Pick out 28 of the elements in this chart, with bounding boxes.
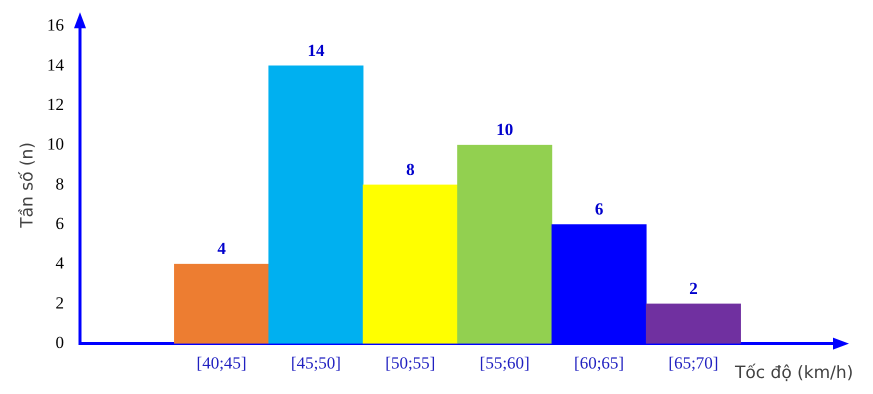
bar <box>646 304 741 344</box>
y-tick-label: 12 <box>47 95 64 114</box>
y-tick-label: 8 <box>56 174 64 194</box>
data-label: 4 <box>217 239 226 258</box>
x-tick-label: [50;55] <box>385 353 436 372</box>
x-tick-label: [65;70] <box>668 353 718 372</box>
x-tick-label: [60;65] <box>574 353 624 372</box>
data-label: 14 <box>307 40 325 60</box>
x-tick-label: [40;45] <box>196 353 247 372</box>
bar <box>362 184 458 344</box>
y-tick-label: 0 <box>56 333 64 352</box>
y-tick-label: 4 <box>56 254 64 273</box>
data-label: 2 <box>689 278 698 298</box>
bar <box>174 264 270 344</box>
y-tick-label: 14 <box>47 55 64 74</box>
bar <box>457 144 552 344</box>
x-tick-label: [45;50] <box>290 353 341 372</box>
data-label: 10 <box>496 120 514 140</box>
x-tick-label: [55;60] <box>480 353 530 372</box>
y-tick-label: 16 <box>47 16 64 35</box>
data-label: 8 <box>406 160 415 179</box>
y-tick-label: 2 <box>56 293 64 312</box>
y-tick-label: 6 <box>56 214 64 234</box>
bar <box>268 66 364 344</box>
y-tick-label: 10 <box>47 134 64 154</box>
y-axis-title: Tần số (n) <box>17 142 38 229</box>
data-label: 6 <box>594 199 604 218</box>
x-axis-title: Tốc độ (km/h) <box>734 363 854 384</box>
